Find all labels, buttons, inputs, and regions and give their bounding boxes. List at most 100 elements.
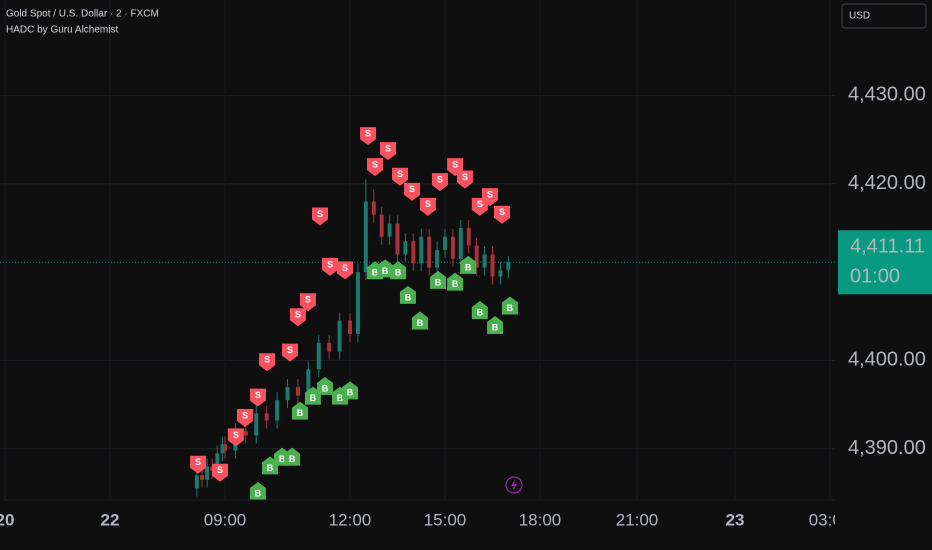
- sell-signal: [419, 197, 436, 216]
- buy-signal: [262, 456, 278, 475]
- event-icon-bolt[interactable]: [511, 479, 517, 491]
- buy-signal: [377, 259, 394, 278]
- candle-body: [427, 236, 432, 268]
- sell-signal: [481, 188, 498, 207]
- sell-signal-label: S: [437, 174, 443, 184]
- candle-body: [458, 227, 463, 259]
- candle-body: [419, 236, 424, 264]
- currency-button[interactable]: USD: [841, 3, 927, 29]
- buy-signal: [390, 261, 407, 280]
- event-icon[interactable]: [505, 476, 523, 494]
- sell-signal-label: S: [264, 355, 270, 365]
- y-tick-label: 4,390.00: [848, 437, 926, 459]
- sell-signal: [456, 170, 473, 189]
- event-icon-ring[interactable]: [505, 476, 523, 494]
- y-axis: 4,390.00 4,400.00 4,420.00 4,430.00 4,411.11…: [838, 84, 932, 459]
- sell-signal-label: S: [499, 207, 505, 217]
- candle-body: [395, 223, 400, 255]
- y-tick-label: 4,420.00: [848, 172, 926, 194]
- candle-body: [275, 400, 280, 421]
- sell-signal: [299, 293, 316, 312]
- buy-signal-label: B: [255, 488, 262, 498]
- x-tick-label: 23: [726, 510, 745, 529]
- candle-body: [371, 201, 376, 215]
- sell-signal-label: S: [487, 189, 493, 199]
- candle-body: [337, 320, 342, 352]
- sell-signal-label: S: [397, 169, 403, 179]
- buy-signal-label: B: [289, 454, 296, 464]
- candle-body: [264, 413, 269, 421]
- buy-signal-label: B: [347, 388, 354, 398]
- grid-layer: [0, 0, 835, 500]
- sell-signal-label: S: [327, 259, 333, 269]
- candle-body: [474, 245, 479, 268]
- sell-signal-label: S: [477, 199, 483, 209]
- last-price-box: [838, 230, 932, 295]
- last-price-label: 4,411.11: [850, 236, 925, 258]
- candle-body: [443, 236, 447, 250]
- buy-signal: [501, 296, 518, 315]
- sell-signal: [367, 158, 384, 177]
- buy-signal-label: B: [267, 463, 274, 473]
- buy-signal: [460, 255, 477, 274]
- candle-body: [306, 369, 311, 396]
- buy-signal: [284, 447, 301, 466]
- sell-signal-label: S: [305, 295, 311, 305]
- buy-signal-label: B: [395, 268, 402, 278]
- candle-body: [387, 223, 392, 237]
- buy-signal-label: B: [382, 266, 389, 276]
- sell-signal: [431, 173, 448, 192]
- candle-body: [506, 262, 511, 271]
- sell-signal-label: S: [242, 410, 248, 420]
- sell-signal: [471, 197, 488, 216]
- sell-signal: [227, 428, 244, 447]
- sell-signal: [392, 167, 409, 186]
- candle-body: [295, 386, 300, 396]
- sell-signal: [259, 353, 276, 372]
- sell-signal: [337, 261, 353, 280]
- x-tick-label: 18:00: [519, 510, 562, 529]
- candle-body: [200, 475, 204, 480]
- candle-body: [450, 236, 455, 259]
- candle-body: [220, 444, 225, 454]
- buy-signal-label: B: [435, 277, 442, 287]
- buy-signal: [471, 300, 488, 319]
- sell-signal-label: S: [372, 159, 378, 169]
- chart-title: Gold Spot / U.S. Dollar · 2 · FXCM: [6, 9, 159, 20]
- sell-signal-label: S: [217, 465, 223, 475]
- buy-signal: [430, 270, 447, 289]
- buy-signal: [342, 381, 358, 400]
- buy-signal: [292, 401, 308, 420]
- candle-body: [411, 241, 416, 264]
- x-tick-label: 22: [101, 510, 120, 529]
- candle-body: [403, 241, 408, 255]
- candle-body: [215, 453, 220, 471]
- candle-body: [348, 320, 352, 334]
- candle-body: [205, 466, 210, 480]
- x-tick-label: 03:00: [809, 510, 852, 529]
- x-tick-label: 20: [0, 510, 14, 529]
- buy-signal: [447, 272, 464, 291]
- sell-signal-label: S: [409, 184, 415, 194]
- candle-body: [482, 254, 487, 268]
- candle-body: [379, 214, 384, 237]
- candle-body: [243, 431, 248, 436]
- buy-signal: [317, 376, 333, 395]
- buy-signal-label: B: [310, 393, 317, 403]
- sell-signal: [360, 127, 377, 146]
- currency-button-frame[interactable]: [841, 3, 927, 29]
- indicator-name: HADC by Guru Alchemist: [6, 25, 118, 36]
- buy-signal-label: B: [507, 303, 514, 313]
- sell-signal-label: S: [233, 430, 239, 440]
- currency-label[interactable]: USD: [849, 11, 870, 22]
- buy-signal-label: B: [337, 393, 344, 403]
- candle-body: [285, 386, 290, 401]
- buy-signal-label: B: [452, 279, 459, 289]
- sell-signal: [322, 257, 338, 276]
- sell-signal-label: S: [425, 199, 431, 209]
- sell-signal: [249, 388, 266, 407]
- buy-signal-label: B: [492, 322, 499, 332]
- x-axis: 20 22 09:00 12:00 15:00 18:00 21:00 23 03:00: [0, 499, 852, 529]
- buy-signal-label: B: [417, 318, 424, 328]
